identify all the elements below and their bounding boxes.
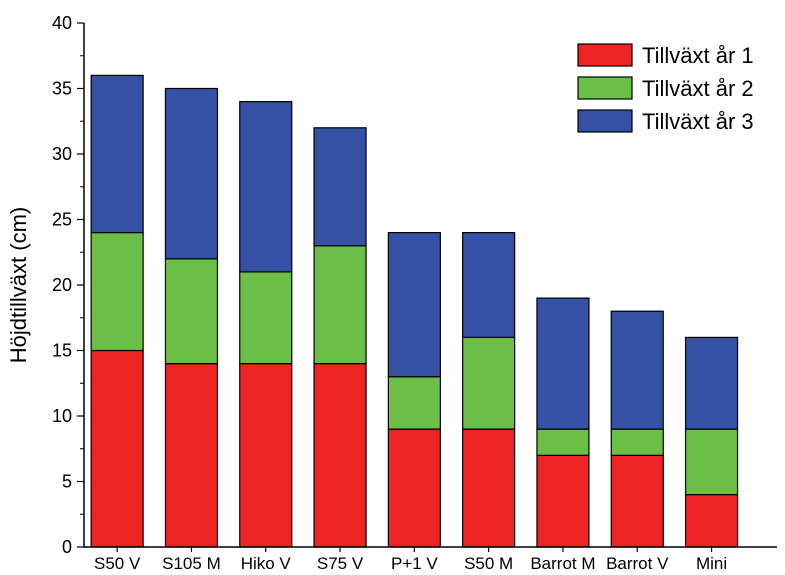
- y-tick-label-10: 10: [52, 406, 72, 426]
- bar-barrot-v-series-3: [610, 310, 664, 430]
- axes-layer: [77, 22, 777, 552]
- bar-s75-v-series-2: [313, 245, 367, 365]
- bar-hiko-v-series-3: [239, 100, 293, 273]
- legend-swatch-1: [577, 43, 633, 67]
- legend-label-1: Tillväxt år 1: [642, 43, 754, 68]
- bar-p-1-v-series-3: [387, 232, 441, 378]
- bar-s75-v-series-1: [313, 363, 367, 548]
- x-tick-label-barrot-m: Barrot M: [530, 554, 595, 573]
- y-tick-label-25: 25: [52, 210, 72, 230]
- bar-barrot-m-series-3: [536, 297, 590, 430]
- legend-label-3: Tillväxt år 3: [642, 109, 754, 134]
- y-axis-title: Höjdtillväxt (cm): [6, 207, 31, 363]
- labels-layer: S50 V S105 M Hiko V S75 V P+1 V S50 M Barrot M…: [6, 13, 727, 573]
- legend-swatch-2: [577, 76, 633, 100]
- bar-barrot-v-series-2: [610, 428, 664, 456]
- x-tick-label-s50-m: S50 M: [464, 554, 513, 573]
- legend-item-1: Tillväxt år 1: [577, 43, 754, 68]
- y-tick-label-0: 0: [62, 537, 72, 557]
- bar-p-1-v-series-1: [387, 428, 441, 548]
- y-tick-label-15: 15: [52, 341, 72, 361]
- bar-s50-v-series-3: [90, 74, 144, 234]
- y-tick-label-35: 35: [52, 79, 72, 99]
- legend-swatch-3: [577, 109, 633, 133]
- bars-layer: [90, 74, 739, 548]
- bar-s50-m-series-1: [462, 428, 516, 548]
- bar-mini-series-3: [684, 336, 739, 430]
- bar-s50-m-series-2: [462, 336, 516, 430]
- bar-s50-m-series-3: [462, 232, 516, 339]
- bar-barrot-v-series-1: [610, 454, 664, 548]
- bar-hiko-v-series-1: [239, 363, 293, 548]
- legend-item-2: Tillväxt år 2: [577, 76, 754, 101]
- x-tick-label-s105-m: S105 M: [162, 554, 221, 573]
- x-tick-label-p-1-v: P+1 V: [391, 554, 438, 573]
- bar-s105-m-series-2: [164, 258, 219, 365]
- legend: Tillväxt år 1 Tillväxt år 2 Tillväxt år 3: [577, 43, 754, 134]
- bar-barrot-m-series-1: [536, 454, 590, 548]
- x-tick-label-hiko-v: Hiko V: [241, 554, 292, 573]
- bar-hiko-v-series-2: [239, 271, 293, 365]
- bar-barrot-m-series-2: [536, 428, 590, 456]
- x-tick-label-barrot-v: Barrot V: [606, 554, 669, 573]
- bar-p-1-v-series-2: [387, 376, 441, 430]
- y-tick-label-5: 5: [62, 472, 72, 492]
- bar-s105-m-series-3: [164, 87, 219, 260]
- bar-s50-v-series-2: [90, 232, 144, 352]
- bar-mini-series-1: [684, 494, 739, 548]
- x-tick-label-mini: Mini: [696, 554, 727, 573]
- bar-s105-m-series-1: [164, 363, 219, 548]
- legend-item-3: Tillväxt år 3: [577, 109, 754, 134]
- legend-label-2: Tillväxt år 2: [642, 76, 754, 101]
- bar-s50-v-series-1: [90, 349, 144, 548]
- x-tick-label-s75-v: S75 V: [317, 554, 364, 573]
- y-tick-label-20: 20: [52, 275, 72, 295]
- x-tick-label-s50-v: S50 V: [94, 554, 141, 573]
- bar-s75-v-series-3: [313, 127, 367, 247]
- bar-mini-series-2: [684, 428, 739, 496]
- y-tick-label-40: 40: [52, 13, 72, 33]
- y-tick-label-30: 30: [52, 144, 72, 164]
